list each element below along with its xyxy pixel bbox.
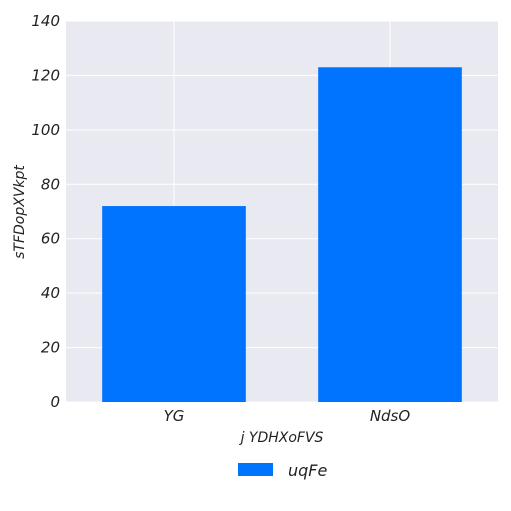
y-tick-label: 120 (31, 66, 60, 84)
y-axis-ticks: 0 20 40 60 80 100 120 140 (31, 12, 60, 411)
y-tick-label: 0 (50, 393, 60, 411)
y-axis-label: sTFDopXVkpt (12, 165, 28, 259)
y-tick-label: 140 (31, 12, 60, 30)
x-axis-label: j YDHXoFVS (239, 430, 324, 446)
bar-NdsO (318, 67, 462, 402)
y-tick-label: 100 (31, 121, 60, 139)
bar-YG (102, 206, 246, 402)
y-tick-label: 60 (41, 230, 60, 248)
y-tick-label: 80 (41, 175, 60, 193)
y-tick-label: 40 (41, 284, 60, 302)
legend: uqFe (238, 461, 328, 480)
y-tick-label: 20 (41, 339, 60, 357)
x-tick-label: NdsO (370, 407, 411, 425)
bars (102, 67, 462, 402)
legend-label: uqFe (288, 461, 328, 480)
legend-swatch (238, 463, 273, 476)
x-tick-label: YG (164, 407, 185, 425)
x-axis-ticks: YG NdsO (164, 407, 411, 425)
